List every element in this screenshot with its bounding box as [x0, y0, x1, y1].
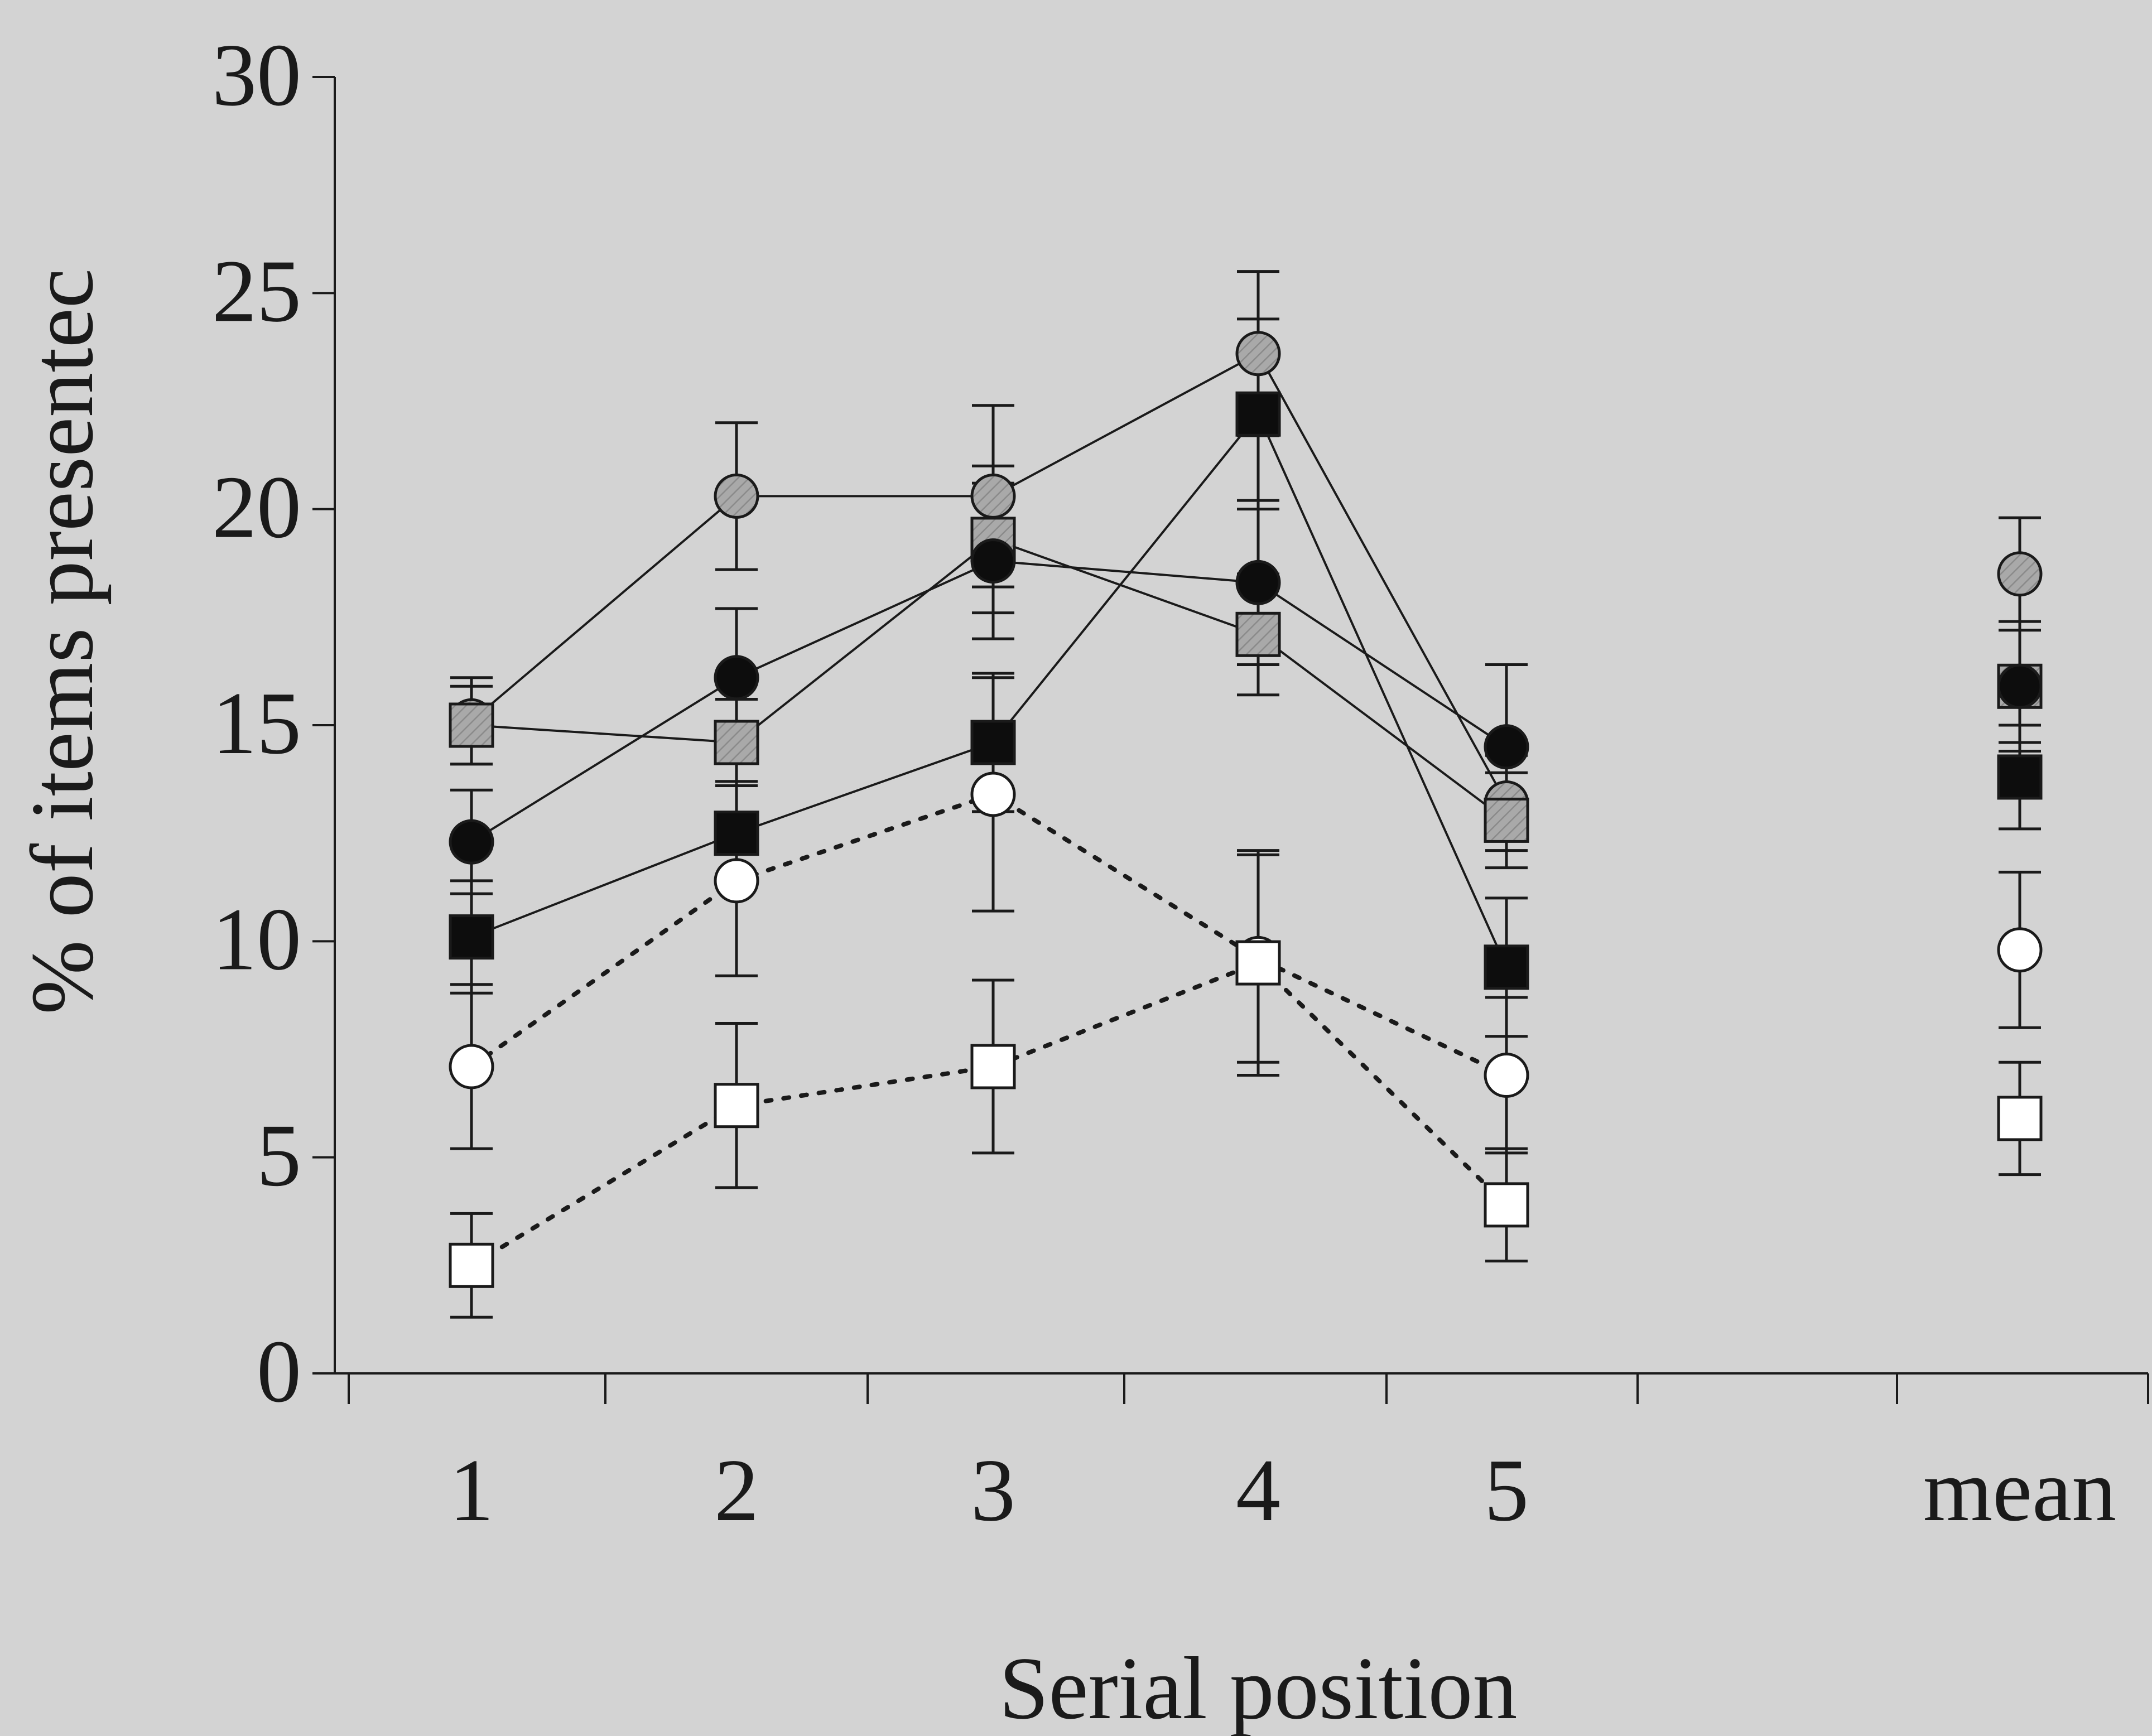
square-marker — [970, 720, 1016, 765]
circle-marker — [449, 819, 494, 865]
circle-marker — [1484, 1052, 1529, 1098]
x-tick-label: 5 — [1484, 1440, 1529, 1540]
circle-marker — [1997, 551, 2043, 597]
square-marker — [714, 1083, 759, 1129]
y-axis-title: % of items presentec — [12, 268, 112, 1014]
square-marker — [1235, 391, 1281, 437]
square-marker — [1484, 1182, 1529, 1228]
y-tick-label: 15 — [212, 673, 301, 773]
circle-marker — [1997, 663, 2043, 709]
square-marker — [1997, 754, 2043, 800]
square-marker — [449, 1242, 494, 1288]
x-tick-label: 4 — [1236, 1440, 1280, 1540]
square-marker — [714, 720, 759, 765]
circle-marker — [714, 473, 759, 519]
square-marker — [449, 914, 494, 960]
circle-marker — [449, 1044, 494, 1089]
square-marker — [449, 702, 494, 748]
y-tick-label: 10 — [212, 889, 301, 988]
circle-marker — [970, 538, 1016, 584]
square-marker — [714, 811, 759, 856]
x-tick-label: mean — [1923, 1440, 2116, 1540]
square-marker — [1235, 611, 1281, 657]
circle-marker — [970, 473, 1016, 519]
circle-marker — [1484, 724, 1529, 770]
square-marker — [1484, 944, 1529, 990]
y-tick-label: 20 — [212, 457, 301, 557]
axes: 0 5 10 15 20 25 30 1 2 3 4 5 mean — [212, 25, 2149, 1540]
circle-marker — [1235, 560, 1281, 605]
axis-labels: Serial position % of items presentec — [12, 268, 1517, 1736]
square-marker — [1997, 1096, 2043, 1141]
y-tick-label: 0 — [257, 1322, 301, 1421]
data-markers — [449, 331, 2043, 1288]
x-tick-label: 3 — [971, 1440, 1015, 1540]
circle-marker — [714, 655, 759, 701]
square-marker — [970, 1044, 1016, 1089]
square-marker — [1484, 797, 1529, 843]
y-tick-label: 30 — [212, 25, 301, 124]
y-tick-label: 25 — [212, 241, 301, 340]
circle-marker — [970, 771, 1016, 817]
x-tick-label: 2 — [714, 1440, 759, 1540]
x-axis-title: Serial position — [999, 1638, 1518, 1736]
y-tick-label: 5 — [257, 1106, 301, 1205]
square-marker — [1235, 940, 1281, 986]
circle-marker — [714, 858, 759, 904]
circle-marker — [1997, 927, 2043, 973]
x-tick-label: 1 — [449, 1440, 494, 1540]
circle-marker — [1235, 331, 1281, 377]
